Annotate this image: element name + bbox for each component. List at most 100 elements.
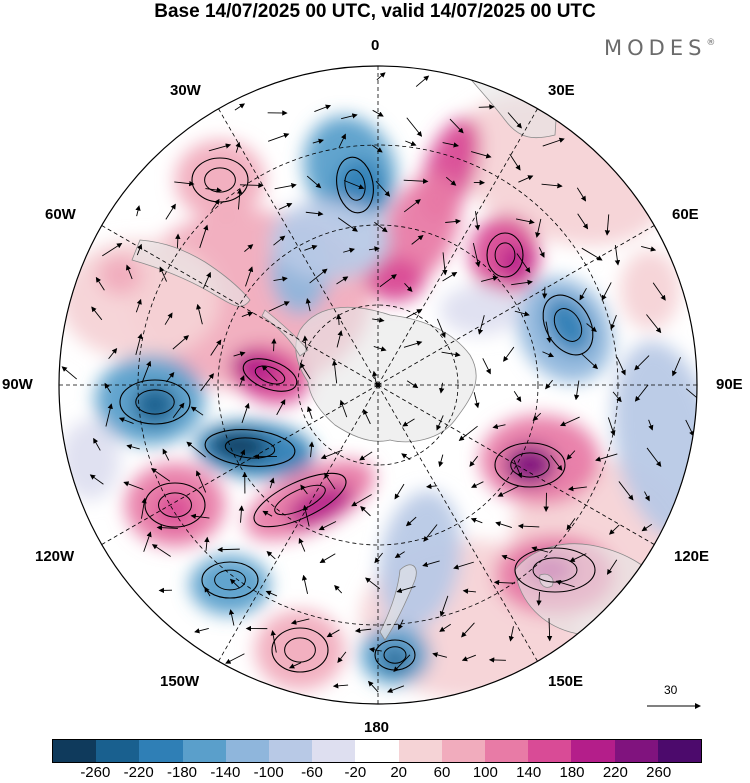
- colorbar-tick-label: -220: [123, 764, 154, 781]
- colorbar-tick-label: 100: [472, 764, 498, 781]
- wind-arrow: [373, 346, 387, 352]
- wind-arrow: [436, 415, 444, 431]
- wind-arrow: [432, 652, 447, 658]
- wind-arrow: [423, 524, 438, 542]
- colorbar-tick-label: 20: [390, 764, 407, 781]
- wind-arrow: [239, 182, 264, 189]
- streamline-loop: [144, 482, 206, 528]
- streamline-loop-inner: [510, 452, 550, 478]
- wind-arrow: [196, 303, 203, 325]
- colorbar-tick-label: -260: [80, 764, 111, 781]
- wind-arrow: [550, 455, 563, 471]
- wind-arrow: [190, 406, 204, 416]
- wind-arrow: [604, 214, 611, 236]
- wind-arrow: [268, 301, 290, 312]
- wind-arrow: [156, 524, 178, 531]
- south-pole-dot: [375, 382, 381, 388]
- anomaly-blob: [379, 173, 461, 287]
- wind-arrow: [442, 142, 459, 148]
- wind-arrow: [360, 506, 371, 517]
- streamline-loop: [204, 429, 296, 467]
- streamline-loop: [191, 157, 249, 203]
- wind-arrow: [143, 531, 152, 552]
- wind-arrow: [453, 561, 474, 570]
- anomaly-blob: [190, 555, 270, 615]
- meridian-label-180: 180: [364, 719, 390, 736]
- wind-arrow: [442, 272, 458, 282]
- meridian-line: [377, 219, 664, 386]
- streamline-loop-inner: [344, 169, 366, 201]
- wind-arrow: [266, 551, 276, 560]
- wind-arrow: [175, 233, 181, 248]
- wind-arrow: [511, 279, 533, 286]
- wind-arrow: [436, 318, 446, 338]
- wind-arrow: [126, 444, 140, 450]
- streamline-loop-inner: [532, 557, 578, 583]
- colorbar-tick-label: 180: [559, 764, 585, 781]
- wind-arrow: [495, 521, 512, 528]
- wind-arrow: [351, 494, 372, 507]
- wind-arrow: [270, 630, 277, 653]
- wind-arrow: [228, 609, 235, 626]
- wind-arrow: [95, 276, 105, 291]
- wind-arrow: [307, 406, 313, 420]
- meridian-label-150w: 150W: [160, 673, 200, 690]
- colorbar-tick-label: 60: [433, 764, 451, 781]
- wind-arrow: [405, 140, 417, 147]
- wind-arrow: [566, 450, 576, 460]
- wind-arrow: [574, 380, 580, 401]
- colorbar-bin: [139, 740, 183, 762]
- colorbar-bin: [657, 740, 702, 762]
- wind-arrow: [309, 268, 328, 284]
- wind-arrow: [401, 453, 411, 461]
- streamline-loop-inner: [254, 365, 286, 385]
- wind-arrow: [141, 360, 152, 384]
- wind-arrow: [469, 455, 479, 467]
- wind-arrow: [492, 423, 506, 430]
- wind-arrow: [462, 588, 476, 594]
- wind-arrow: [300, 484, 308, 495]
- streamline-loop-inner: [553, 308, 583, 342]
- wind-arrow: [488, 657, 506, 663]
- colorbar-bin: [96, 740, 140, 762]
- brand-name: MODES: [604, 36, 707, 60]
- graticule: [59, 66, 697, 704]
- meridian-label-60e: 60E: [672, 206, 699, 223]
- wind-arrow: [545, 321, 552, 343]
- wind-arrow: [365, 577, 381, 590]
- wind-arrow: [229, 578, 241, 589]
- wind-arrow: [199, 224, 209, 249]
- meridian-line: [92, 384, 379, 551]
- wind-arrow: [394, 483, 405, 500]
- wind-arrow: [438, 454, 444, 468]
- wind-arrow: [368, 246, 380, 252]
- colorbar-bin: [441, 740, 486, 762]
- wind-arrow: [308, 441, 315, 458]
- wind-arrow: [517, 523, 540, 529]
- wind-arrow: [339, 399, 348, 418]
- wind-arrow: [405, 516, 417, 527]
- anomaly-blob: [287, 484, 353, 526]
- wind-arrow: [211, 198, 220, 211]
- colorbar-bin: [614, 740, 658, 762]
- anomaly-blob: [155, 492, 195, 528]
- wind-arrow: [634, 384, 649, 402]
- wind-arrow: [371, 144, 383, 153]
- streamline-loop-inner: [135, 389, 175, 415]
- wind-arrow: [89, 474, 104, 485]
- wind-arrow: [135, 333, 143, 355]
- wind-arrow: [278, 203, 293, 210]
- wind-arrow: [159, 266, 167, 282]
- wind-arrow: [509, 153, 521, 171]
- wind-arrow: [515, 218, 535, 225]
- colorbar-tick-label: -100: [253, 764, 284, 781]
- wind-arrow: [359, 451, 373, 461]
- wind-arrow: [108, 347, 118, 360]
- wind-arrow: [538, 247, 545, 258]
- wind-arrow: [516, 253, 531, 274]
- wind-arrow: [422, 560, 440, 568]
- wind-arrow: [481, 275, 499, 282]
- brand-logo: MODES®: [604, 36, 715, 60]
- wind-arrow: [616, 357, 626, 376]
